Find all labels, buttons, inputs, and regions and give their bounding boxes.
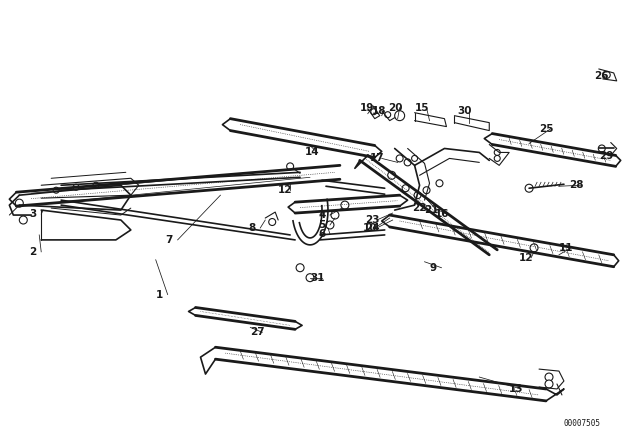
Text: 3: 3 — [29, 209, 36, 219]
Text: 4: 4 — [318, 210, 325, 220]
Text: 26: 26 — [594, 71, 608, 81]
Text: 2: 2 — [29, 247, 36, 257]
Circle shape — [604, 71, 610, 78]
Text: 5: 5 — [318, 220, 325, 230]
Circle shape — [15, 199, 23, 207]
Text: 6: 6 — [318, 229, 325, 239]
Text: 19: 19 — [360, 103, 374, 113]
Circle shape — [396, 155, 403, 162]
Text: 12: 12 — [278, 185, 292, 195]
Text: 27: 27 — [250, 327, 265, 337]
Circle shape — [402, 185, 409, 192]
Text: 30: 30 — [458, 106, 472, 116]
Circle shape — [73, 184, 79, 190]
Text: 13: 13 — [509, 384, 524, 394]
Text: 28: 28 — [569, 180, 584, 190]
Circle shape — [326, 221, 334, 229]
Circle shape — [306, 274, 314, 282]
Circle shape — [341, 201, 349, 209]
Circle shape — [414, 192, 421, 198]
Text: 20: 20 — [388, 103, 402, 113]
Text: 17: 17 — [370, 153, 385, 164]
Text: 24: 24 — [365, 223, 380, 233]
Circle shape — [412, 155, 417, 161]
Circle shape — [494, 155, 500, 161]
Text: 18: 18 — [372, 106, 387, 116]
Text: 8: 8 — [248, 223, 255, 233]
Text: 21: 21 — [424, 205, 439, 215]
Circle shape — [287, 163, 294, 170]
Text: 10: 10 — [363, 223, 378, 233]
Circle shape — [525, 184, 533, 192]
Circle shape — [296, 264, 304, 271]
Text: 12: 12 — [519, 253, 534, 263]
Circle shape — [388, 171, 396, 179]
Text: 14: 14 — [305, 147, 320, 157]
Circle shape — [404, 159, 411, 166]
Circle shape — [598, 145, 605, 152]
Circle shape — [19, 216, 28, 224]
Text: 23: 23 — [365, 215, 380, 225]
Circle shape — [436, 180, 443, 187]
Text: 00007505: 00007505 — [564, 419, 601, 428]
Circle shape — [423, 187, 430, 194]
Circle shape — [331, 211, 339, 219]
Circle shape — [53, 187, 59, 193]
Circle shape — [545, 373, 553, 381]
Text: 29: 29 — [599, 151, 613, 161]
Text: 31: 31 — [310, 273, 324, 283]
Text: 9: 9 — [429, 263, 436, 273]
Text: 11: 11 — [559, 243, 573, 253]
Circle shape — [545, 380, 553, 388]
Circle shape — [269, 219, 276, 225]
Circle shape — [93, 182, 99, 188]
Text: 1: 1 — [156, 289, 163, 300]
Circle shape — [385, 112, 390, 118]
Text: 25: 25 — [539, 124, 554, 134]
Circle shape — [494, 150, 500, 155]
Circle shape — [371, 109, 377, 115]
Text: 22: 22 — [413, 203, 427, 213]
Text: 7: 7 — [166, 235, 173, 245]
Circle shape — [530, 244, 538, 252]
Text: 16: 16 — [435, 209, 449, 219]
Text: 15: 15 — [415, 103, 429, 113]
Circle shape — [395, 111, 404, 121]
